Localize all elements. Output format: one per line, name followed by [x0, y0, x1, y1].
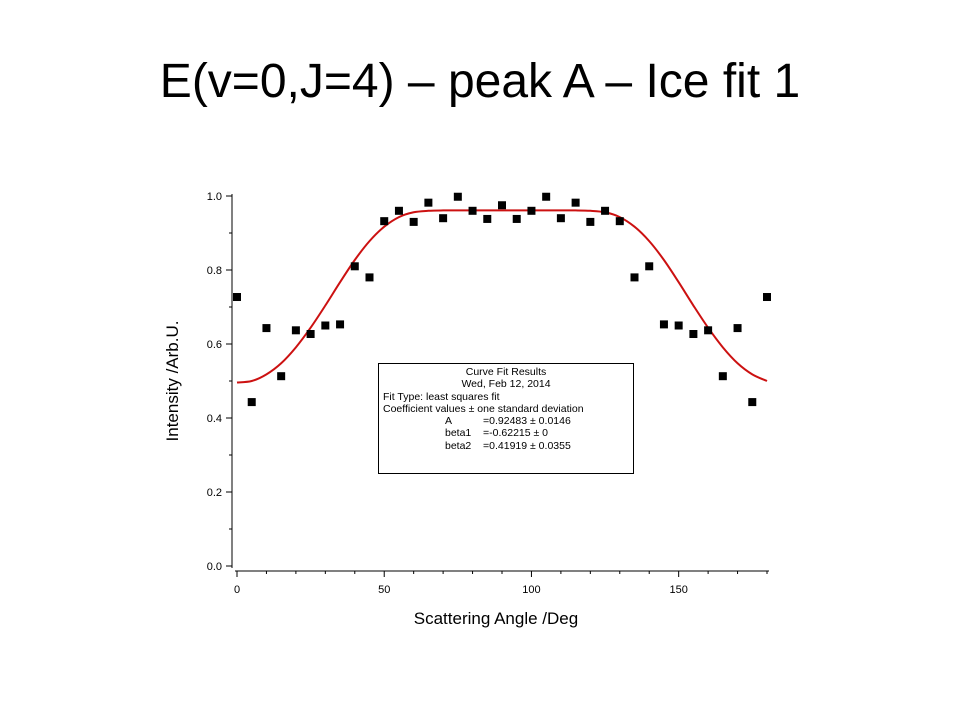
- data-point: [748, 398, 757, 407]
- y-tick-label: 0.4: [207, 413, 222, 425]
- x-tick-label: 100: [522, 584, 540, 596]
- y-tick-label: 0.6: [207, 339, 222, 351]
- coefficient-value: =-0.62215 ± 0: [483, 427, 549, 440]
- x-tick-label: 150: [669, 584, 687, 596]
- fit-line: [236, 209, 768, 384]
- data-point: [306, 330, 315, 339]
- data-point: [350, 262, 359, 271]
- data-point: [571, 198, 580, 207]
- data-point: [262, 324, 271, 333]
- coefficient-name: A: [445, 415, 453, 428]
- data-point: [763, 293, 771, 302]
- y-tick-label: 1.0: [207, 191, 222, 203]
- data-point: [512, 214, 521, 223]
- fit-type-text: Fit Type: least squares fit: [383, 390, 500, 403]
- y-tick-label: 0.8: [207, 265, 222, 277]
- data-point: [733, 324, 742, 333]
- data-point: [439, 214, 448, 223]
- data-point: [630, 273, 639, 282]
- data-points: [233, 192, 771, 407]
- y-tick-label: 0.0: [207, 561, 222, 573]
- data-point: [527, 206, 536, 215]
- x-axis-label: Scattering Angle /Deg: [414, 609, 578, 628]
- data-point: [277, 372, 286, 381]
- data-point: [498, 201, 506, 210]
- data-point: [247, 398, 256, 407]
- coefficient-name: beta1: [445, 427, 472, 440]
- data-point: [336, 320, 345, 329]
- coefficient-row: A =0.92483 ± 0.0146: [383, 415, 629, 427]
- data-point: [645, 262, 654, 271]
- data-point: [380, 217, 389, 226]
- coefficient-row: beta2 =0.41919 ± 0.0355: [383, 440, 629, 452]
- curve-fit-results-box: Curve Fit Results Wed, Feb 12, 2014 Fit …: [378, 363, 634, 474]
- x-tick-label: 0: [234, 584, 240, 596]
- data-point: [394, 206, 403, 215]
- data-point: [674, 321, 683, 330]
- coefficient-name: beta2: [445, 439, 472, 452]
- data-point: [291, 326, 300, 335]
- coefficient-header: Coefficient values ± one standard deviat…: [383, 402, 584, 415]
- data-point: [542, 192, 551, 201]
- chart-axes: [226, 194, 769, 577]
- coefficient-value: =0.41919 ± 0.0355: [483, 439, 571, 452]
- data-point: [689, 330, 698, 339]
- data-point: [615, 217, 624, 226]
- slide-title: E(v=0,J=4) – peak A – Ice fit 1: [159, 55, 801, 108]
- fit-results-date: Wed, Feb 12, 2014: [461, 378, 551, 391]
- data-point: [556, 214, 565, 223]
- axis-labels: 0.0 0.2 0.4 0.6 0.8 1.0 0 50 100 150 Scattering An…: [163, 191, 688, 628]
- data-point: [601, 206, 610, 215]
- data-point: [453, 192, 462, 201]
- x-tick-label: 50: [378, 584, 390, 596]
- data-point: [424, 198, 433, 207]
- data-point: [718, 372, 727, 381]
- data-point: [468, 206, 477, 215]
- data-point: [233, 293, 241, 302]
- y-tick-label: 0.2: [207, 487, 222, 499]
- data-point: [365, 273, 374, 282]
- fit-curve: [236, 209, 768, 384]
- data-point: [409, 217, 418, 226]
- y-axis-label: Intensity /Arb.U.: [163, 321, 182, 442]
- fit-results-heading: Curve Fit Results: [465, 366, 547, 378]
- coefficient-value: =0.92483 ± 0.0146: [483, 415, 571, 428]
- data-point: [586, 217, 595, 226]
- data-point: [704, 326, 713, 335]
- data-point: [483, 214, 492, 223]
- coefficient-row: beta1 =-0.62215 ± 0: [383, 427, 629, 439]
- data-point: [321, 321, 330, 330]
- data-point: [659, 320, 668, 329]
